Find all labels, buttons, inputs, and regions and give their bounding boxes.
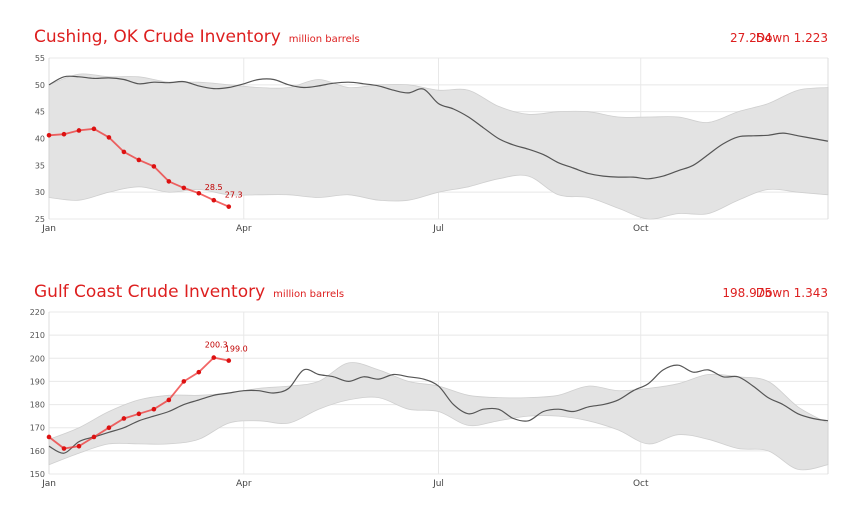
y-tick-label: 35	[35, 161, 45, 170]
current-year-point	[92, 435, 97, 440]
current-year-point	[47, 133, 52, 138]
y-tick-label: 190	[30, 377, 45, 386]
current-year-point	[167, 179, 172, 184]
data-label: 199.0	[225, 345, 248, 354]
y-tick-label: 200	[30, 354, 45, 363]
current-year-point	[92, 127, 97, 132]
current-year-point	[211, 198, 216, 203]
x-tick-label: Jul	[432, 224, 444, 234]
cushing-plot: 25 30 35 40 45 50 55 Jan Apr Jul Oct 28.527.3	[35, 54, 828, 234]
current-year-point	[122, 150, 127, 155]
current-year-point	[62, 446, 67, 451]
y-tick-label: 40	[35, 135, 45, 144]
current-year-point	[182, 379, 187, 384]
x-tick-label: Jan	[41, 224, 56, 234]
current-year-point	[137, 158, 142, 163]
current-year-point	[211, 355, 216, 360]
current-year-point	[137, 412, 142, 417]
x-tick-label: Apr	[236, 224, 252, 234]
x-tick-label: Jan	[41, 479, 56, 489]
current-year-point	[226, 358, 231, 363]
current-year-point	[167, 398, 172, 403]
current-year-point	[107, 425, 112, 430]
x-tick-label: Apr	[236, 479, 252, 489]
x-tick-label: Oct	[633, 224, 649, 234]
current-year-point	[197, 191, 202, 196]
y-tick-label: 45	[35, 108, 45, 117]
current-year-point	[182, 186, 187, 191]
current-year-point	[47, 435, 52, 440]
y-tick-label: 170	[30, 424, 45, 433]
y-tick-label: 30	[35, 188, 45, 197]
y-tick-label: 160	[30, 447, 45, 456]
data-label: 27.3	[225, 191, 243, 200]
y-tick-label: 150	[30, 470, 45, 479]
current-year-point	[197, 370, 202, 375]
y-tick-label: 220	[30, 308, 45, 317]
current-year-point	[152, 164, 157, 169]
y-tick-label: 210	[30, 331, 45, 340]
cushing-inventory-chart: 25 30 35 40 45 50 55 Jan Apr Jul Oct 28.527.3 150 160…	[0, 0, 858, 518]
current-year-point	[226, 204, 231, 209]
y-tick-label: 25	[35, 215, 45, 224]
x-tick-label: Oct	[633, 479, 649, 489]
current-year-point	[122, 416, 127, 421]
data-label: 28.5	[205, 183, 223, 192]
y-tick-label: 55	[35, 54, 45, 63]
current-year-point	[77, 444, 82, 449]
current-year-point	[77, 128, 82, 133]
current-year-point	[107, 135, 112, 140]
current-year-point	[62, 132, 67, 137]
y-tick-label: 50	[35, 81, 45, 90]
x-tick-label: Jul	[432, 479, 444, 489]
y-tick-label: 180	[30, 401, 45, 410]
current-year-point	[152, 407, 157, 412]
